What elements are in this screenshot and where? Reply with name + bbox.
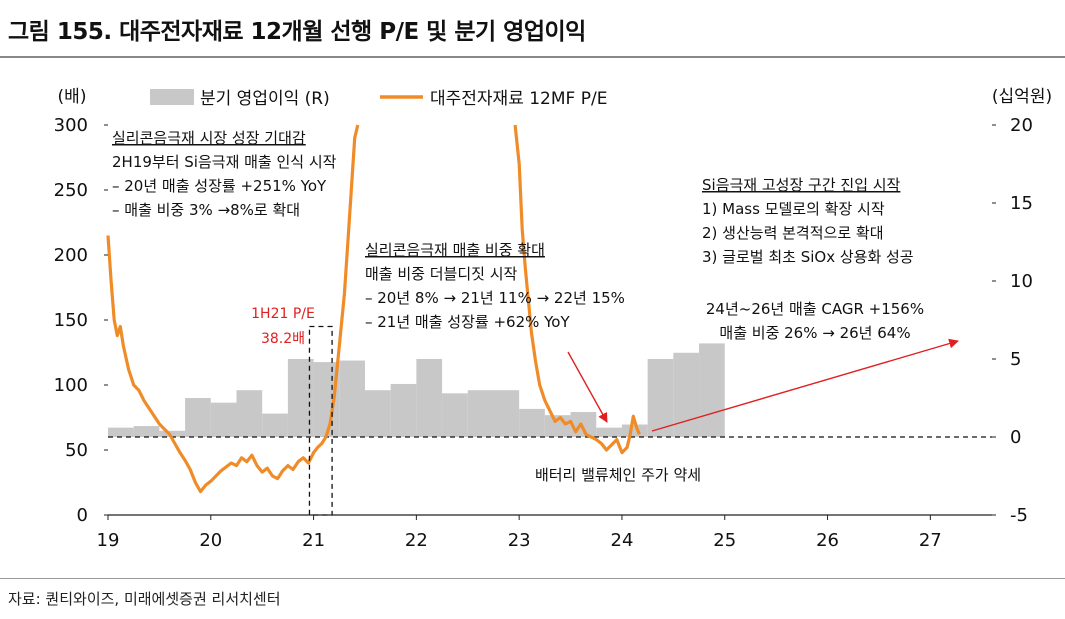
y-left-tick-label-250: 250 [54,180,88,201]
bar-q4 [185,398,211,437]
legend-bar-swatch [150,89,194,105]
bar-q15 [467,390,494,437]
bar-q22 [647,359,674,437]
y-left-tick-label-50: 50 [65,440,88,461]
y-left-unit: (배) [58,87,87,107]
y-right-tick-label-15: 15 [1010,193,1033,214]
y-left-tick-label-200: 200 [54,245,88,266]
bar-q23 [673,352,700,437]
ann3-line-3: 3) 글로벌 최초 SiOx 상용화 성공 [702,248,914,266]
ann1-title: 실리콘음극재 시장 성장 기대감 [112,129,306,147]
source-note: 자료: 퀀티와이즈, 미래에셋증권 리서치센터 [8,590,281,608]
y-right-tick-label--5: -5 [1010,505,1028,526]
ann3-line-2: 2) 생산능력 본격적으로 확대 [702,224,884,242]
legend: 분기 영업이익 (R) 대주전자재료 12MF P/E [150,89,607,109]
bar-series [108,343,725,437]
pe-line-segment-2 [513,124,641,455]
bar-q13 [416,359,443,437]
ann4-line-2: 매출 비중 26% → 26년 64% [719,324,910,342]
legend-line-label: 대주전자재료 12MF P/E [430,89,607,109]
arrow-decline [567,351,608,423]
axes: 19 20 21 22 23 24 25 26 27 0 50 100 150 200 250 300 -5 0 5… [54,87,1052,551]
figure-title-bar: 그림 155. 대주전자재료 12개월 선행 P/E 및 분기 영업이익 [0,0,1065,58]
bar-q24 [699,343,725,437]
y-left-tick-label-100: 100 [54,375,88,396]
bar-q12 [390,383,417,437]
bar-q10 [339,360,365,437]
ann2-line-2: – 20년 8% → 21년 11% → 22년 15% [365,289,625,307]
x-tick-label-20: 20 [199,530,222,551]
bar-q3 [159,430,186,437]
bar-q16 [493,390,520,437]
x-tick-label-19: 19 [97,530,120,551]
ann1-line-2: – 20년 매출 성장률 +251% YoY [112,177,327,195]
ann2-line-3: – 21년 매출 성장률 +62% YoY [365,313,570,331]
ann3-line-1: 1) Mass 모델로의 확장 시작 [702,200,885,218]
annotations: 1H21 P/E 38.2배 실리콘음극재 시장 성장 기대감 2H19부터 Si음극… [112,129,959,484]
bar-q11 [364,390,391,437]
x-tick-label-26: 26 [816,530,839,551]
highlight-label-period: 1H21 P/E [251,306,315,322]
y-left-tick-label-0: 0 [77,505,88,526]
y-right-tick-label-5: 5 [1010,349,1021,370]
x-tick-label-23: 23 [508,530,531,551]
arrow-growth [651,338,959,432]
y-left-tick-label-300: 300 [54,115,88,136]
ann2-line-1: 매출 비중 더블디짓 시작 [365,265,518,283]
bar-q2 [133,426,160,437]
x-tick-label-27: 27 [919,530,942,551]
y-right-tick-label-20: 20 [1010,115,1033,136]
ann5-line-1: 배터리 밸류체인 주가 약세 [535,466,701,484]
highlight-label-value: 38.2배 [261,331,305,347]
bar-q1 [108,427,134,437]
y-right-tick-label-10: 10 [1010,271,1033,292]
x-tick-label-22: 22 [405,530,428,551]
bar-q5 [210,402,237,437]
y-left-tick-label-150: 150 [54,310,88,331]
y-right-unit: (십억원) [992,87,1052,107]
pe-line-segment-1 [106,124,360,494]
highlight-box-1h21 [308,325,333,516]
ann1-line-1: 2H19부터 Si음극재 매출 인식 시작 [112,153,337,171]
figure-title: 그림 155. 대주전자재료 12개월 선행 P/E 및 분기 영업이익 [8,19,586,45]
bar-q21 [621,424,648,437]
x-tick-label-24: 24 [611,530,634,551]
bar-q6 [236,390,263,437]
bar-q7 [262,413,288,437]
bar-q14 [442,393,468,437]
ann1-line-3: – 매출 비중 3% →8%로 확대 [112,201,300,219]
legend-bar-label: 분기 영업이익 (R) [200,89,330,109]
bar-q17 [519,408,545,437]
ann3-title: Si음극재 고성장 구간 진입 시작 [702,176,901,194]
bar-q20 [596,427,622,437]
ann4-line-1: 24년~26년 매출 CAGR +156% [706,300,924,318]
pe-line-series [106,124,992,516]
x-tick-label-25: 25 [713,530,736,551]
y-right-tick-label-0: 0 [1010,427,1021,448]
bar-q19 [570,412,597,437]
ann2-title: 실리콘음극재 매출 비중 확대 [365,241,545,259]
x-tick-label-21: 21 [302,530,325,551]
source-divider [0,578,1065,579]
